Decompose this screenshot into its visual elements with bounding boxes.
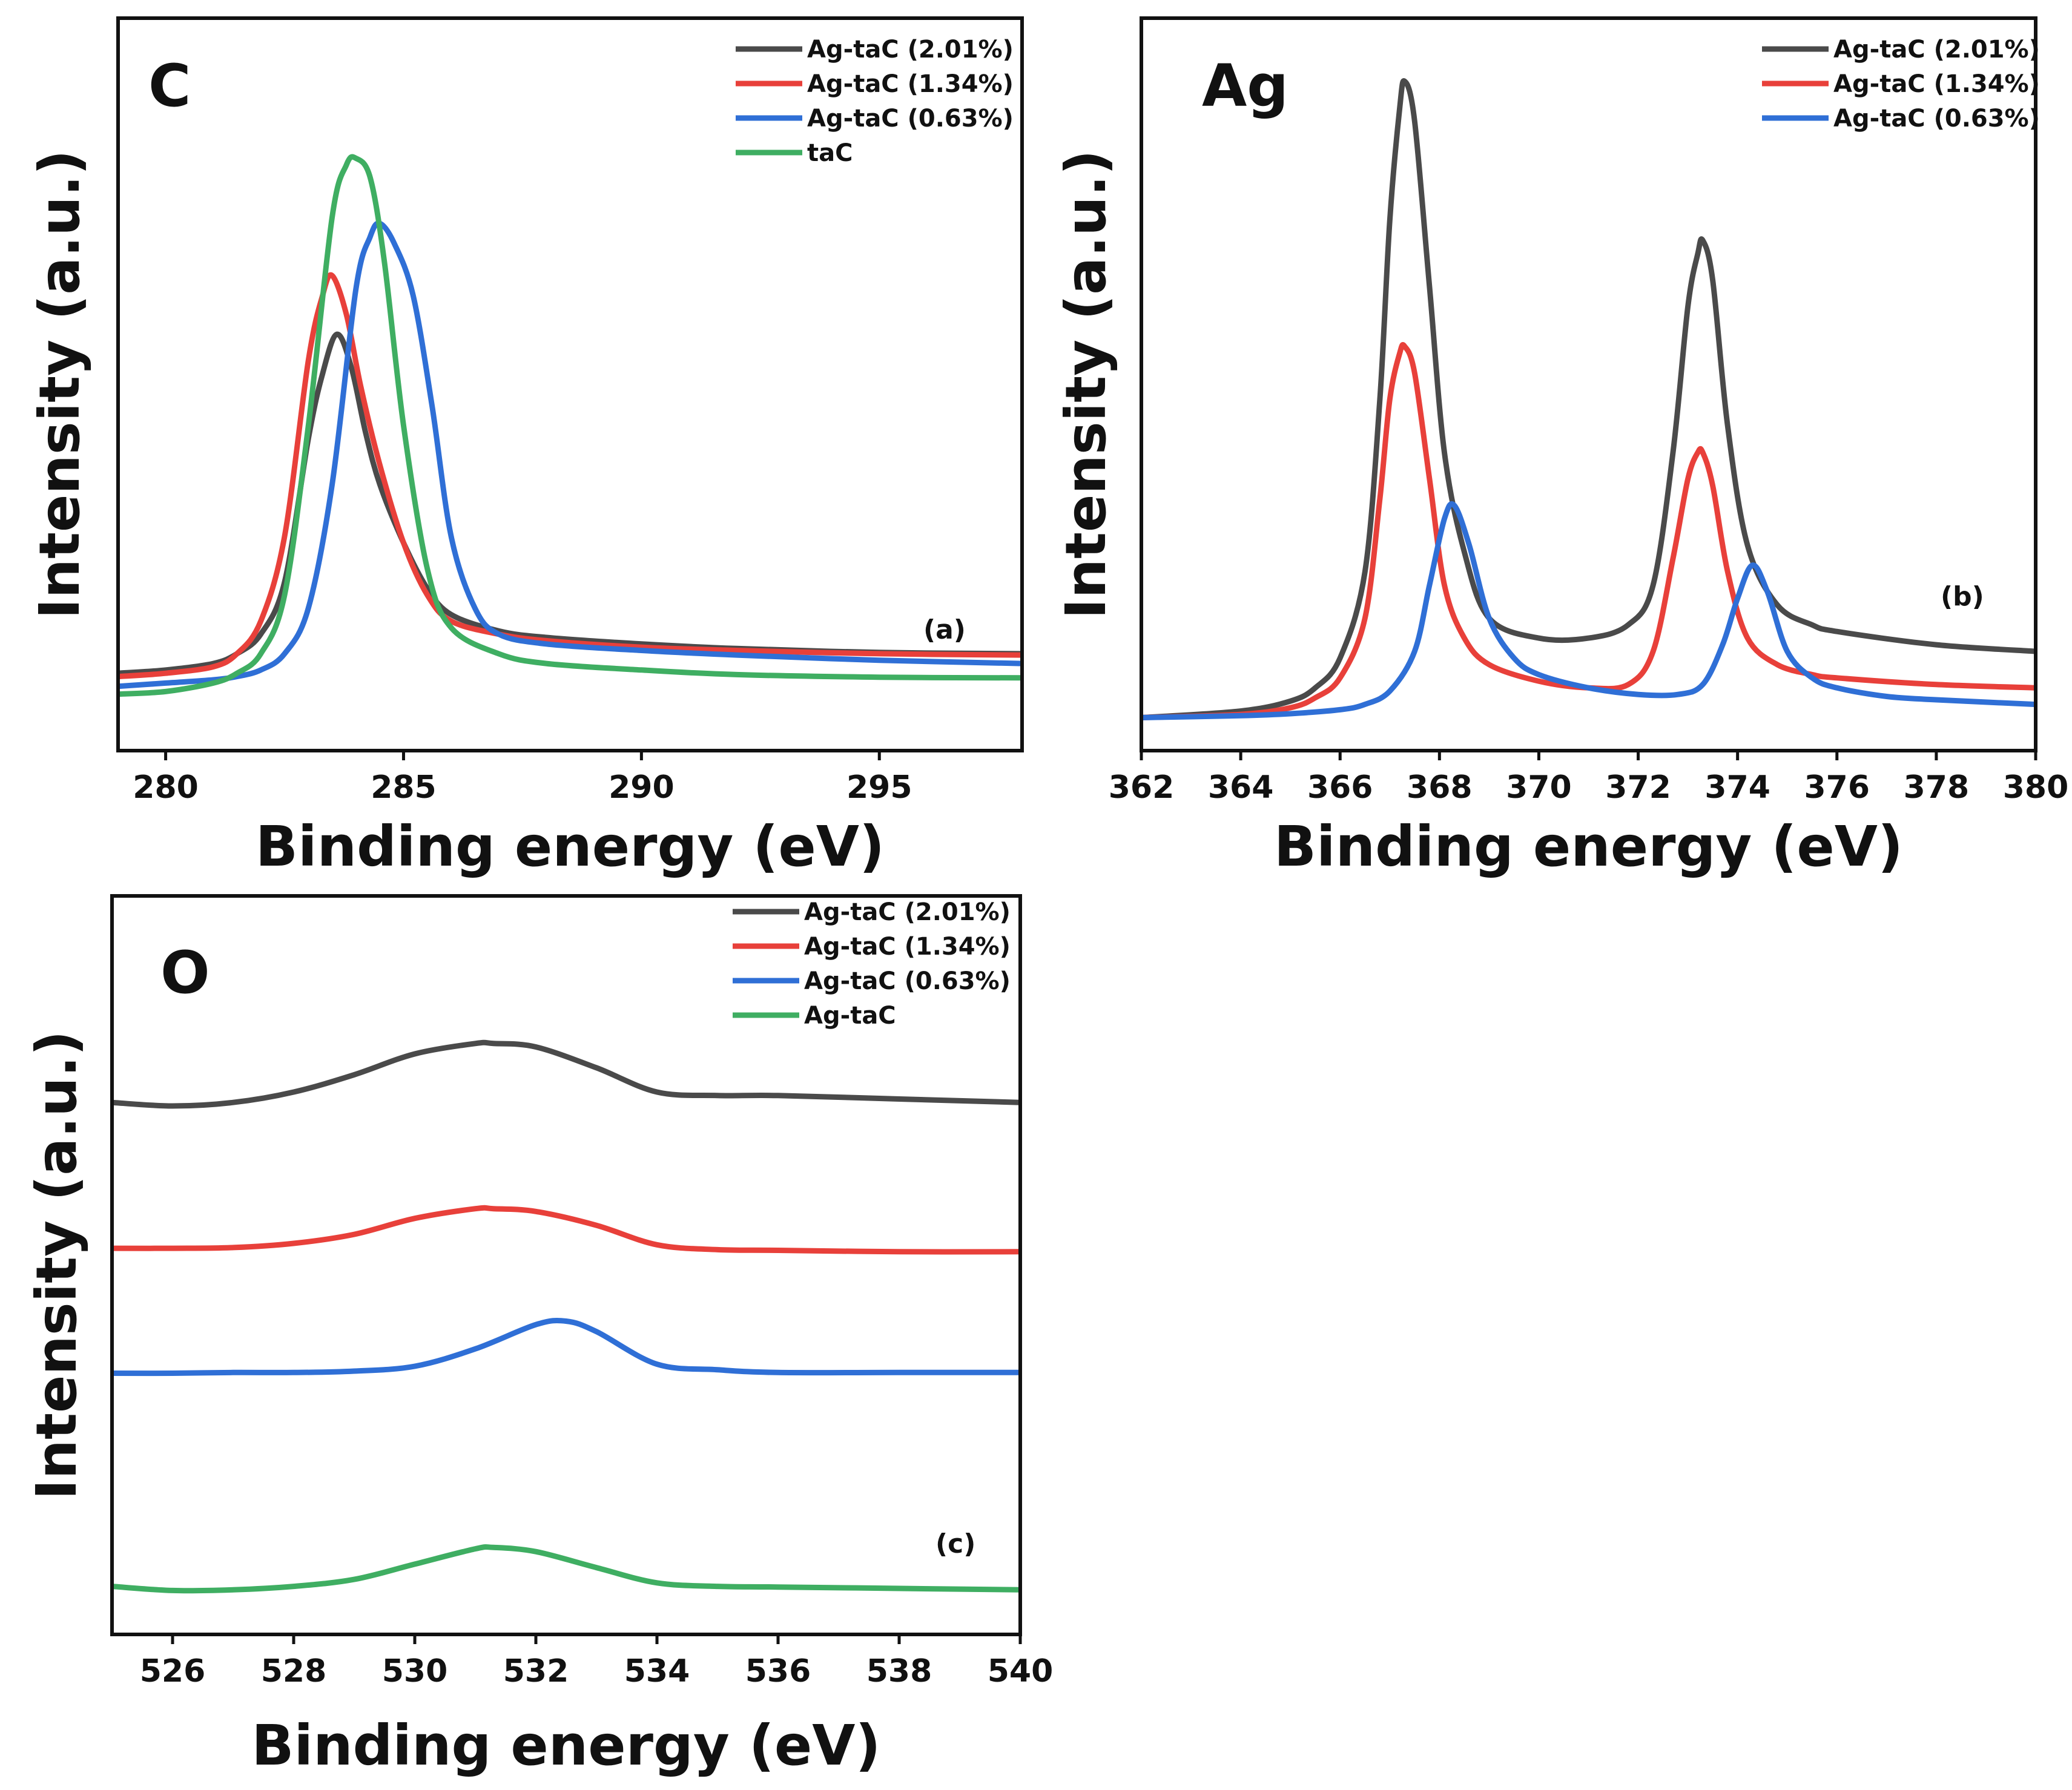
x-tick-label-a-1: 285	[371, 769, 437, 806]
plot-frame-a	[116, 16, 1024, 752]
legend-label-c-0: Ag-taC (2.01%)	[804, 898, 1011, 926]
legend-label-a-0: Ag-taC (2.01%)	[807, 36, 1014, 64]
panel-element-title-a: C	[148, 52, 191, 120]
legend-label-b-2: Ag-taC (0.63%)	[1833, 105, 2040, 133]
series-line-c-2	[112, 1317, 1020, 1377]
x-tick-label-c-6: 538	[866, 1653, 932, 1690]
plot-frame-c	[110, 894, 1022, 1636]
series-line-c-3	[112, 1544, 1020, 1594]
x-axis-title-c: Binding energy (eV)	[251, 1713, 880, 1778]
x-tick-label-b-7: 376	[1804, 769, 1870, 806]
series-line-b-2	[1141, 501, 2036, 720]
x-tick-label-b-4: 370	[1506, 769, 1572, 806]
x-tick-label-b-8: 378	[1904, 769, 1970, 806]
x-tick-label-c-0: 526	[140, 1653, 206, 1690]
legend-label-a-1: Ag-taC (1.34%)	[807, 70, 1014, 98]
y-axis-title-b: Intensity (a.u.)	[1054, 150, 1118, 619]
x-axis-title-b: Binding energy (eV)	[1274, 814, 1903, 879]
x-tick-label-c-4: 534	[624, 1653, 690, 1690]
x-tick-label-c-5: 536	[745, 1653, 811, 1690]
legend-label-a-2: Ag-taC (0.63%)	[807, 105, 1014, 133]
legend-label-c-1: Ag-taC (1.34%)	[804, 933, 1011, 961]
x-tick-label-c-2: 530	[382, 1653, 448, 1690]
y-axis-title-a: Intensity (a.u.)	[27, 150, 92, 619]
x-tick-label-b-3: 368	[1407, 769, 1473, 806]
legend-label-b-1: Ag-taC (1.34%)	[1833, 70, 2040, 98]
series-line-a-3	[118, 154, 1022, 697]
panel-element-title-b: Ag	[1202, 52, 1288, 120]
x-tick-label-a-0: 280	[133, 769, 199, 806]
panel-a-c-spectrum: 280 285 290 295 Binding energy (eV) Intensity…	[27, 16, 1024, 879]
series-line-c-0	[112, 1039, 1020, 1109]
x-tick-label-b-1: 364	[1208, 769, 1274, 806]
x-axis-title-a: Binding energy (eV)	[256, 814, 885, 879]
legend-label-c-3: Ag-taC	[804, 1002, 896, 1030]
x-tick-label-b-6: 374	[1704, 769, 1770, 806]
plot-frame-b	[1140, 16, 2037, 752]
series-line-c-1	[112, 1205, 1020, 1255]
panel-tag-b: (b)	[1941, 581, 1984, 612]
panel-tag-a: (a)	[923, 614, 966, 645]
x-tick-label-a-2: 290	[609, 769, 675, 806]
series-line-a-2	[118, 220, 1022, 689]
x-tick-label-c-3: 532	[503, 1653, 569, 1690]
x-tick-label-b-2: 366	[1307, 769, 1373, 806]
x-tick-label-b-9: 380	[2003, 769, 2069, 806]
panel-tag-c: (c)	[935, 1528, 975, 1559]
panel-c-o-spectrum: 526 528 530 532 534 536 538 540 Binding energy (…	[24, 894, 1054, 1778]
legend-label-b-0: Ag-taC (2.01%)	[1833, 36, 2040, 64]
x-tick-label-a-3: 295	[846, 769, 912, 806]
y-axis-title-c: Intensity (a.u.)	[24, 1030, 89, 1499]
legend-label-a-3: taC	[807, 139, 853, 167]
x-tick-label-c-1: 528	[261, 1653, 327, 1690]
x-tick-label-b-0: 362	[1109, 769, 1175, 806]
panel-b-ag-spectrum: 362 364 366 368 370 372 374 376 378 380 Binding en…	[1054, 16, 2069, 879]
x-tick-label-b-5: 372	[1605, 769, 1671, 806]
series-line-b-0	[1141, 78, 2036, 720]
series-line-b-1	[1141, 342, 2036, 720]
legend-label-c-2: Ag-taC (0.63%)	[804, 967, 1011, 995]
series-line-a-1	[118, 272, 1022, 680]
x-tick-label-c-7: 540	[988, 1653, 1054, 1690]
panel-element-title-c: O	[160, 939, 210, 1007]
